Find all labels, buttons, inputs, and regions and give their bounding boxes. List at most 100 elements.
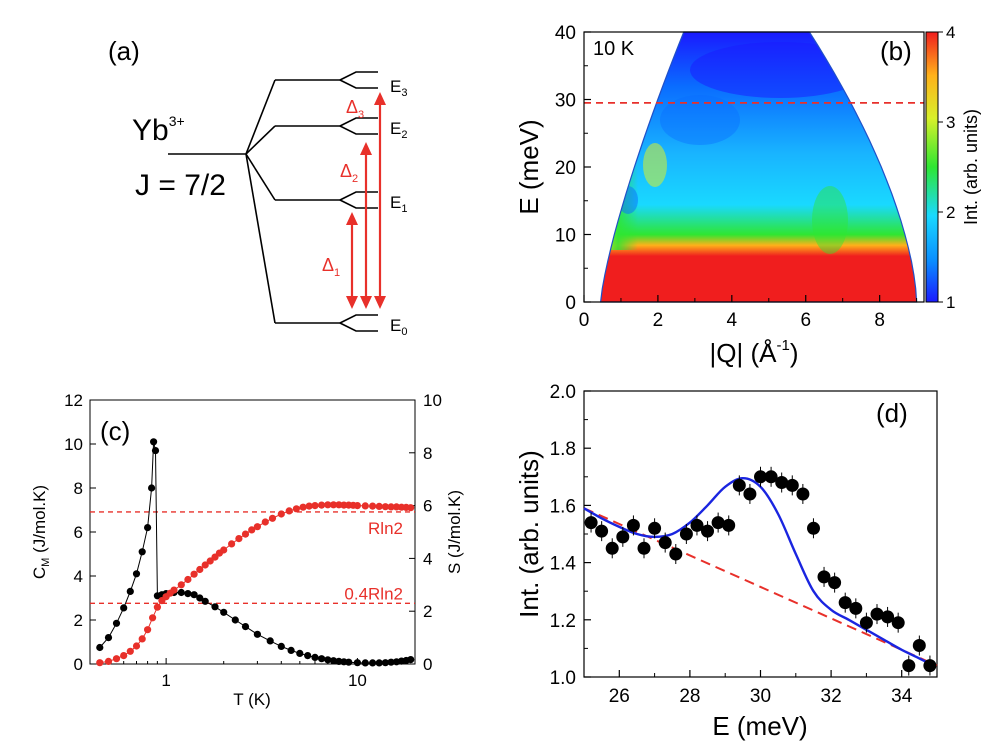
data-point xyxy=(690,518,704,532)
data-point xyxy=(743,487,757,501)
heatmap-feature-1 xyxy=(643,143,667,187)
colorbar-tick-label: 3 xyxy=(946,113,955,132)
data-point xyxy=(132,570,141,578)
level-label-e2: E2 xyxy=(390,119,407,141)
data-point xyxy=(923,659,937,673)
data-point xyxy=(785,478,799,492)
data-point xyxy=(669,547,683,561)
data-point xyxy=(228,540,236,548)
zeeman-fork-e2 xyxy=(339,117,378,135)
panel-b-xlabel: |Q| (Å-1) xyxy=(710,337,799,368)
data-point xyxy=(859,616,873,630)
data-point xyxy=(235,535,243,543)
data-point xyxy=(817,570,831,584)
data-point xyxy=(120,652,128,660)
data-point xyxy=(201,561,209,569)
data-point xyxy=(253,523,261,531)
level-lines xyxy=(168,71,378,332)
data-point xyxy=(144,524,152,532)
data-point xyxy=(361,502,369,510)
data-point xyxy=(353,502,361,510)
data-point xyxy=(196,565,204,574)
data-point xyxy=(361,659,369,667)
data-point xyxy=(324,501,332,509)
data-point xyxy=(170,586,178,594)
split-line-e1 xyxy=(245,153,276,201)
data-point xyxy=(201,597,209,605)
data-point xyxy=(891,616,905,630)
ion-label: Yb3+ xyxy=(132,113,185,147)
y-right-tick-label: 10 xyxy=(423,391,442,410)
data-point xyxy=(184,575,192,584)
x-tick-label: 0 xyxy=(579,310,590,331)
data-point xyxy=(311,502,319,510)
y-tick-label: 1.2 xyxy=(550,611,576,632)
y-left-tick-label: 10 xyxy=(64,435,83,454)
data-point xyxy=(754,470,767,484)
panel-d-ylabel: Int. (arb. units) xyxy=(514,450,544,618)
x-tick-label: 28 xyxy=(679,686,700,707)
data-point xyxy=(595,524,609,538)
data-point xyxy=(648,521,662,535)
y-right-tick-label: 8 xyxy=(423,444,432,463)
panel-b-ylabel: E (meV) xyxy=(514,119,544,214)
data-point xyxy=(838,596,852,610)
data-point xyxy=(104,634,113,642)
x-tick-label: 34 xyxy=(891,686,913,707)
data-point xyxy=(153,603,161,611)
data-point xyxy=(151,447,160,455)
data-point xyxy=(658,536,672,550)
y-tick-label: 2.0 xyxy=(550,382,576,403)
y-tick-label: 40 xyxy=(555,23,576,44)
data-point xyxy=(184,590,192,598)
data-point xyxy=(253,630,261,638)
reference-line-label: 0.4Rln2 xyxy=(344,584,403,603)
data-point xyxy=(711,516,725,530)
y-left-tick-label: 4 xyxy=(74,567,83,586)
zeeman-fork-e0 xyxy=(339,314,378,332)
data-point xyxy=(126,587,134,596)
y-tick-label: 30 xyxy=(555,91,576,112)
data-point xyxy=(828,576,842,590)
x-tick-label: 6 xyxy=(800,310,811,331)
colorbar-label: Int. (arb. units) xyxy=(961,109,981,225)
data-point xyxy=(132,642,141,650)
level-label-e1: E1 xyxy=(390,193,407,215)
data-point xyxy=(902,659,916,673)
y-tick-label: 1.4 xyxy=(550,554,577,575)
data-point xyxy=(369,502,377,510)
data-point xyxy=(241,530,250,538)
data-point xyxy=(329,657,338,665)
data-point xyxy=(211,603,219,611)
x-tick-label: 10 xyxy=(348,671,367,690)
y-tick-label: 1.6 xyxy=(550,496,576,517)
transition-arrows xyxy=(346,92,386,309)
data-point xyxy=(206,557,214,565)
zeeman-fork-e3 xyxy=(339,71,378,89)
data-point xyxy=(285,507,293,515)
zeeman-fork-e1 xyxy=(339,191,378,209)
data-point xyxy=(679,527,693,541)
panel-b-axes: 0 2 4 6 8 0 10 20 30 40 xyxy=(555,23,918,331)
data-point xyxy=(241,623,250,631)
data-point xyxy=(177,581,185,589)
x-tick-label: 26 xyxy=(609,686,630,707)
data-point xyxy=(220,546,228,554)
ion-symbol: Yb xyxy=(132,114,169,147)
fit-curve xyxy=(583,476,935,667)
panel-c-series xyxy=(96,438,415,667)
data-point xyxy=(324,656,332,664)
data-point xyxy=(296,649,304,658)
gap-label-delta-2: Δ2 xyxy=(340,161,358,185)
level-label-e3: E3 xyxy=(390,77,407,99)
data-point xyxy=(701,524,714,538)
data-point xyxy=(149,614,157,622)
data-point xyxy=(196,594,204,602)
data-point xyxy=(387,658,395,666)
data-point xyxy=(353,659,361,667)
panel-c-ylabel-right: S (J/mol.K) xyxy=(445,490,464,574)
panel-c-axes: 1 10 0 2 4 6 8 10 12 0 2 4 6 8 10 xyxy=(64,391,442,690)
data-point xyxy=(870,607,884,621)
data-point xyxy=(881,610,895,624)
data-point xyxy=(329,501,338,509)
